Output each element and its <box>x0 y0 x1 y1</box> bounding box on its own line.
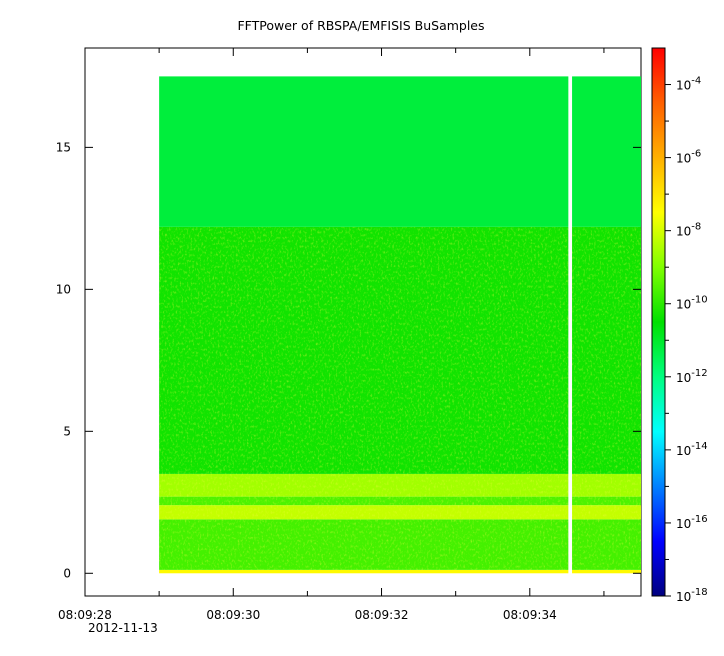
colorbar-tick-label: 10-12 <box>676 368 708 385</box>
x-axis: 08:09:28 08:09:30 08:09:32 08:09:34 <box>58 48 605 622</box>
x-tick-label: 08:09:28 <box>58 608 112 622</box>
y-tick-label: 15 <box>56 140 71 154</box>
colorbar-tick-label: 10-14 <box>676 441 708 458</box>
colorbar <box>651 47 666 597</box>
y-tick-label: 5 <box>63 424 71 438</box>
x-tick-label: 08:09:32 <box>355 608 409 622</box>
colorbar-tick-label: 10-16 <box>676 514 708 531</box>
y-axis: 0 5 10 15 <box>56 140 641 580</box>
heatmap-area <box>159 75 641 575</box>
chart-title: FFTPower of RBSPA/EMFISIS BuSamples <box>237 18 484 33</box>
y-tick-label: 10 <box>56 282 71 296</box>
y-tick-label: 0 <box>63 566 71 580</box>
data-gap <box>568 75 573 575</box>
colorbar-tick-label: 10-18 <box>676 587 708 604</box>
colorbar-axis: 10-18 10-16 10-14 10-12 10-10 10-8 10-6 10-4 <box>665 76 708 604</box>
colorbar-tick-label: 10-4 <box>676 76 701 93</box>
colorbar-tick-label: 10-10 <box>676 295 708 312</box>
colorbar-tick-label: 10-6 <box>676 149 701 166</box>
x-tick-label: 08:09:30 <box>206 608 260 622</box>
heatmap-noise <box>159 226 641 570</box>
x-date-label: 2012-11-13 <box>88 621 158 635</box>
heatmap-band <box>159 76 641 227</box>
heatmap-band <box>159 569 641 574</box>
x-tick-label: 08:09:34 <box>503 608 557 622</box>
colorbar-tick-label: 10-8 <box>676 222 701 239</box>
